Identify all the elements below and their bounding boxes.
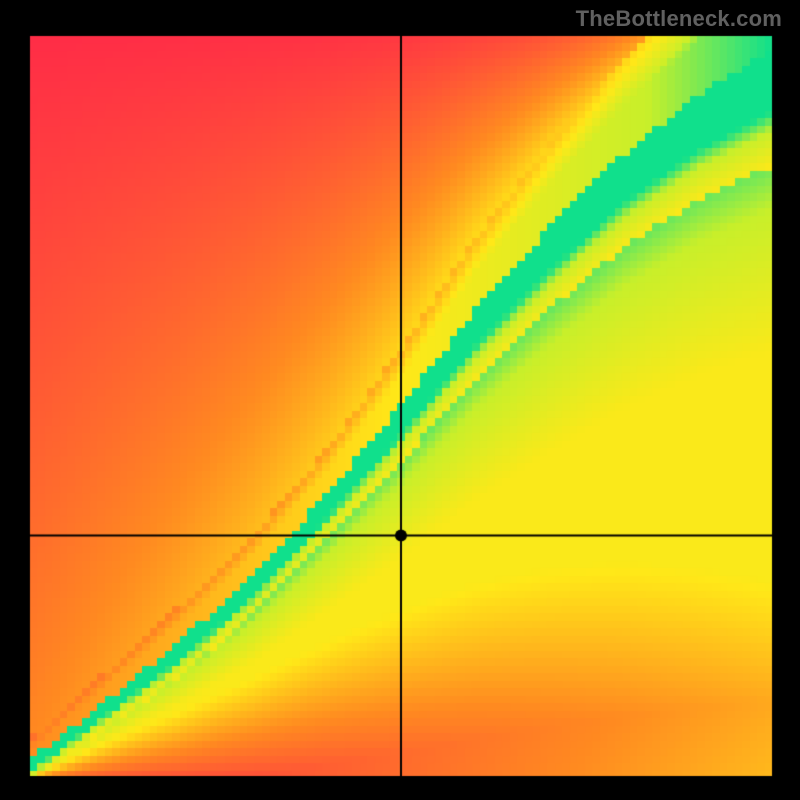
heatmap-canvas [0,0,800,800]
attribution-text: TheBottleneck.com [576,6,782,32]
chart-container: TheBottleneck.com [0,0,800,800]
